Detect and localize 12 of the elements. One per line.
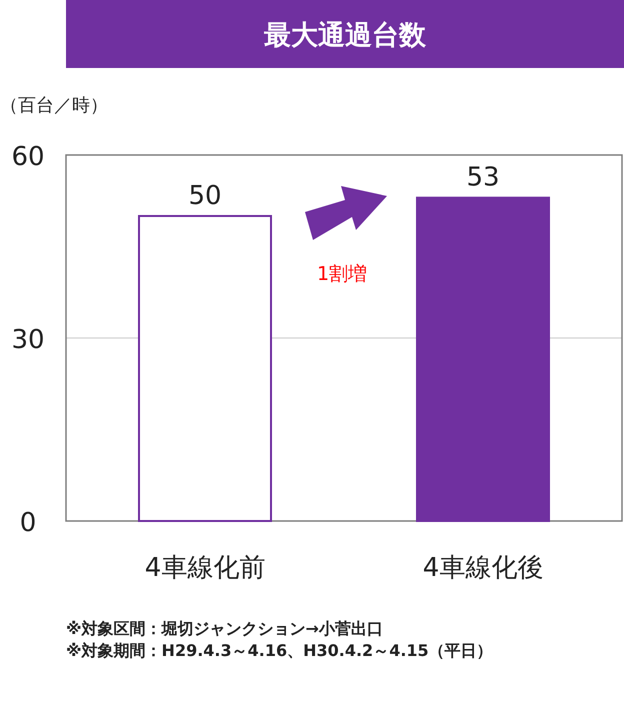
text: ※対象期間：H29.4.3～4.16、H30.4.2～4.15（平日） (66, 641, 493, 660)
y-tick-label: 60 (11, 142, 45, 172)
x-tick-label: 4車線化前 (144, 553, 266, 583)
data-label: 53 (466, 162, 500, 193)
y-axis-title: （百台／時） (0, 95, 108, 116)
x-tick-label: 4車線化後 (422, 553, 544, 583)
annotation: 1割増 (316, 263, 368, 285)
y-tick-label: 0 (20, 508, 36, 538)
y-tick-label: 30 (11, 325, 45, 355)
text: ※対象区間：堀切ジャンクション→小菅出口 (66, 619, 383, 638)
data-label: 50 (188, 181, 222, 211)
chart-title: 最大通過台数 (263, 20, 427, 51)
